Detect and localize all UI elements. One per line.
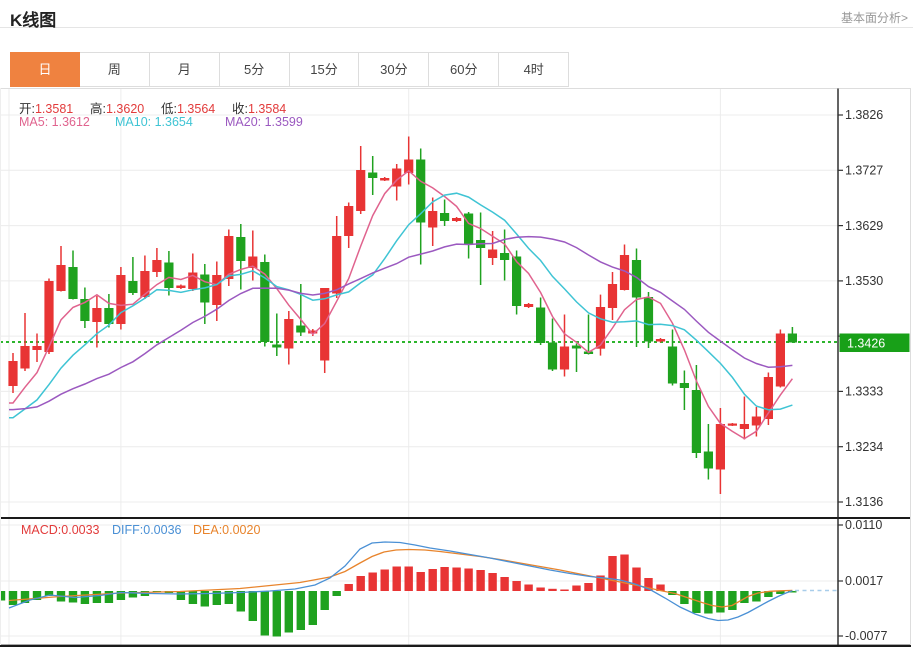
- svg-text:1.3629: 1.3629: [845, 219, 883, 233]
- svg-text:1.3826: 1.3826: [845, 108, 883, 122]
- svg-text:1.3426: 1.3426: [847, 337, 885, 351]
- svg-text:1.3136: 1.3136: [845, 495, 883, 509]
- svg-text:1.3333: 1.3333: [845, 385, 883, 399]
- svg-text:1.3727: 1.3727: [845, 164, 883, 178]
- svg-text:1.3234: 1.3234: [845, 440, 883, 454]
- svg-text:-0.0077: -0.0077: [845, 629, 887, 643]
- svg-text:1.3530: 1.3530: [845, 274, 883, 288]
- svg-text:0.0017: 0.0017: [845, 574, 883, 588]
- svg-text:0.0110: 0.0110: [845, 518, 882, 532]
